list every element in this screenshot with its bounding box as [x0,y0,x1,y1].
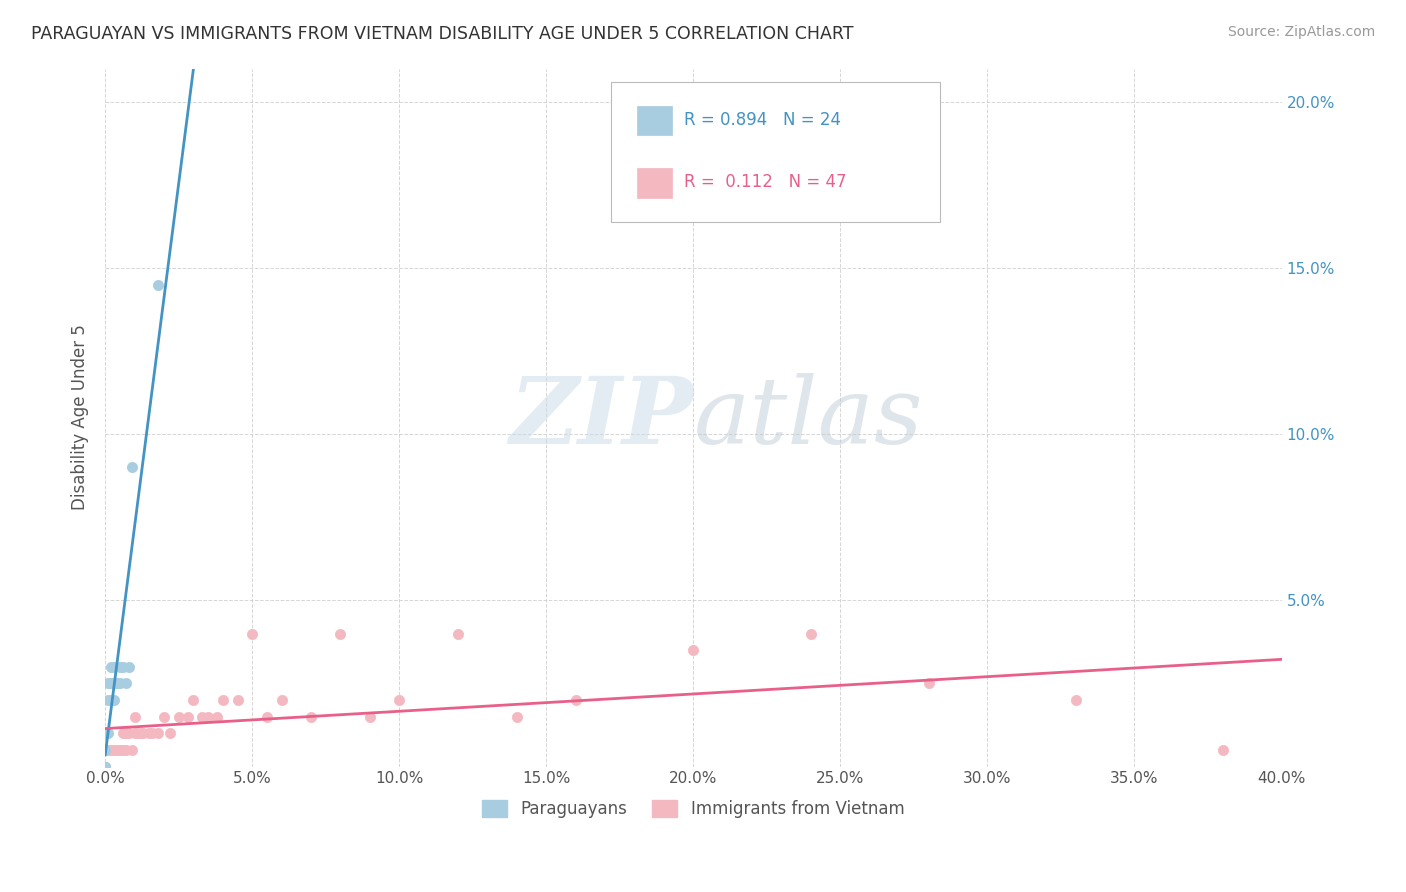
Point [129,726,152,740]
Point [127,726,149,740]
Text: ZIP: ZIP [509,373,693,463]
Point [682,643,704,657]
Text: atlas: atlas [693,373,922,463]
Point [97,743,120,757]
Point [94,759,117,773]
Point [97,726,120,740]
Point [103,660,125,674]
Point [111,660,134,674]
Point [211,693,233,707]
FancyBboxPatch shape [637,105,672,135]
Point [1064,693,1087,707]
Point [176,709,198,723]
Point [359,709,381,723]
Point [121,743,143,757]
Point [191,709,214,723]
Text: PARAGUAYAN VS IMMIGRANTS FROM VIETNAM DISABILITY AGE UNDER 5 CORRELATION CHART: PARAGUAYAN VS IMMIGRANTS FROM VIETNAM DI… [31,25,853,43]
Legend: Paraguayans, Immigrants from Vietnam: Paraguayans, Immigrants from Vietnam [475,793,911,824]
Point [329,626,352,640]
Point [114,726,136,740]
FancyBboxPatch shape [612,82,941,222]
Point [100,676,122,690]
Point [141,726,163,740]
Text: R = 0.894   N = 24: R = 0.894 N = 24 [683,112,841,129]
Point [183,693,205,707]
Point [118,660,141,674]
Point [108,676,131,690]
Point [100,743,122,757]
Point [94,759,117,773]
Point [1212,743,1234,757]
Point [124,726,146,740]
Point [94,726,117,740]
Point [103,743,125,757]
Point [388,693,411,707]
Point [94,759,117,773]
Point [100,660,122,674]
Point [205,709,228,723]
Point [105,676,128,690]
Text: Source: ZipAtlas.com: Source: ZipAtlas.com [1227,25,1375,39]
Y-axis label: Disability Age Under 5: Disability Age Under 5 [72,325,89,510]
Point [167,709,190,723]
Point [564,693,586,707]
Point [121,460,143,475]
Point [103,676,125,690]
Point [108,743,131,757]
Point [146,277,169,292]
Text: R =  0.112   N = 47: R = 0.112 N = 47 [683,173,846,191]
Point [270,693,292,707]
Point [132,726,155,740]
Point [94,759,117,773]
Point [138,726,160,740]
Point [159,726,181,740]
Point [111,743,134,757]
Point [94,759,117,773]
Point [917,676,939,690]
Point [103,676,125,690]
Point [108,743,131,757]
Point [114,676,136,690]
Point [103,693,125,707]
Point [299,709,322,723]
Point [124,709,146,723]
Point [447,626,470,640]
Point [97,693,120,707]
Point [105,743,128,757]
Point [94,743,117,757]
Point [256,709,278,723]
Point [100,676,122,690]
Point [114,743,136,757]
Point [118,726,141,740]
Point [100,693,122,707]
Point [146,726,169,740]
Point [111,726,134,740]
Point [108,660,131,674]
FancyBboxPatch shape [637,169,672,198]
Point [197,709,219,723]
Point [240,626,263,640]
Point [97,676,120,690]
Point [506,709,529,723]
Point [226,693,249,707]
Point [800,626,823,640]
Point [153,709,176,723]
